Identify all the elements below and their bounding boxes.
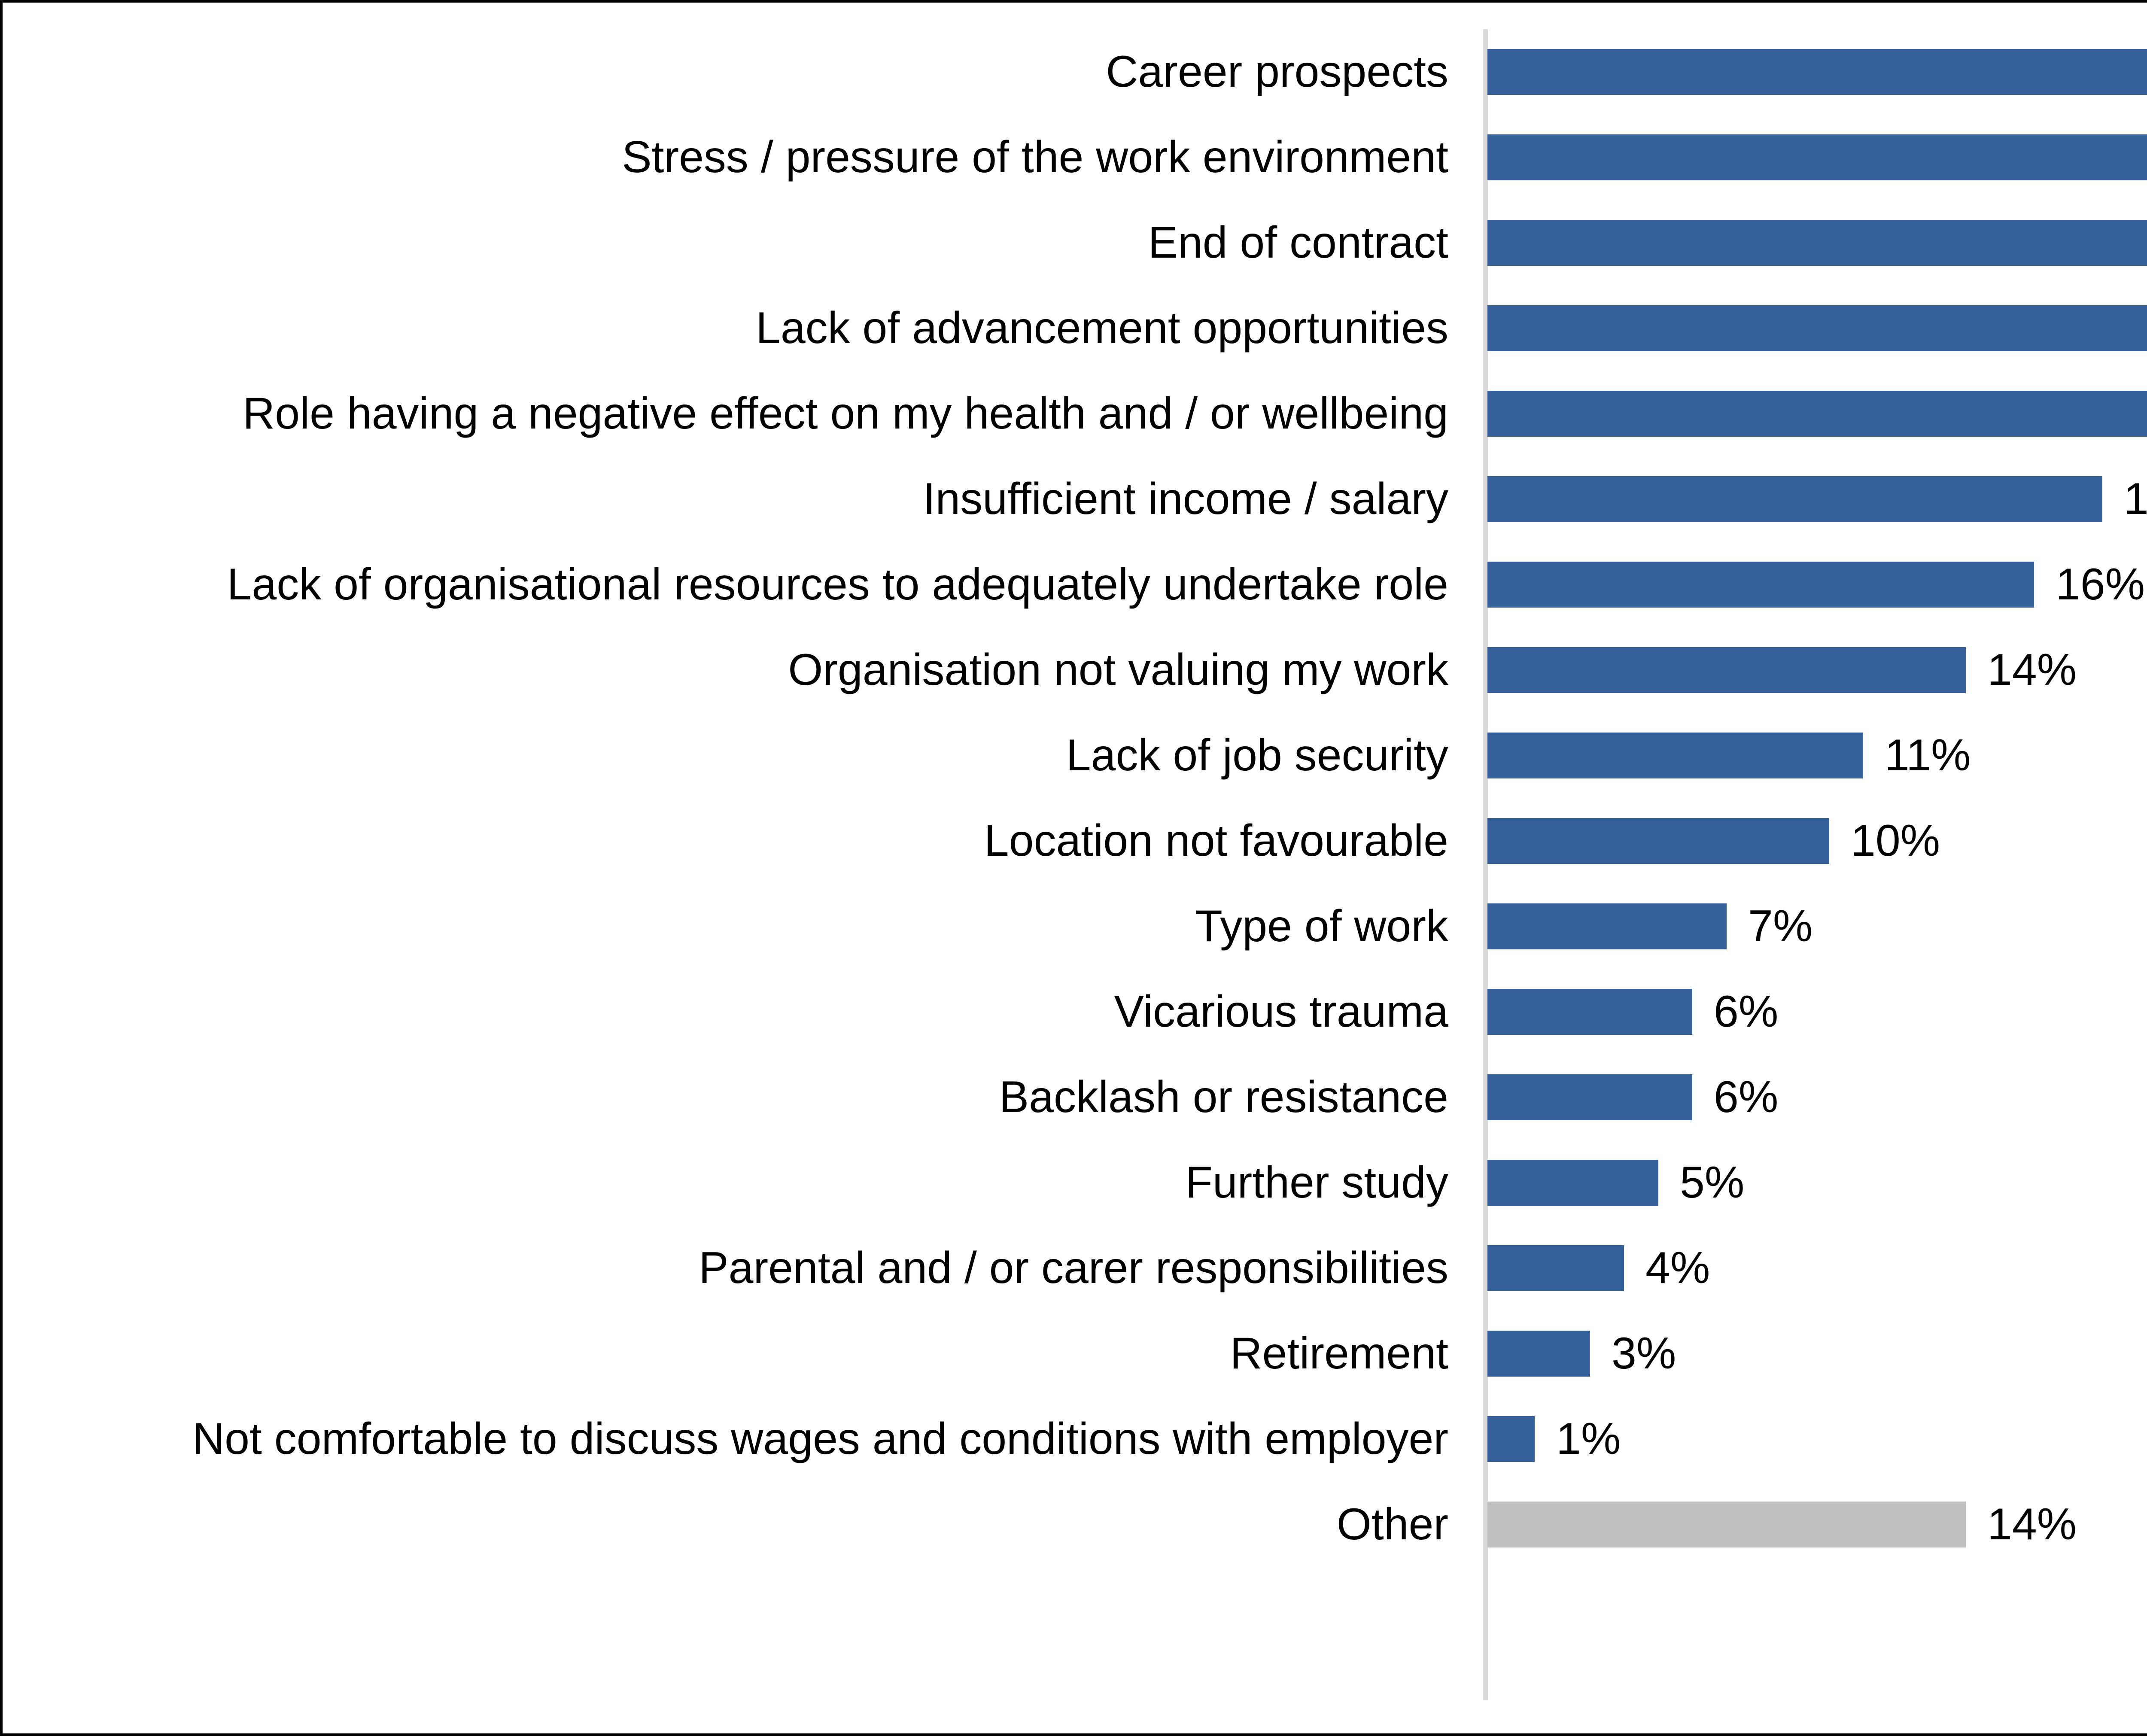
bar[interactable]: [1487, 647, 1966, 693]
bar-row: Stress / pressure of the work environmen…: [3, 115, 2147, 200]
bar-row: Role having a negative effect on my heal…: [3, 371, 2147, 456]
bar[interactable]: [1487, 989, 1692, 1035]
category-label: Retirement: [1230, 1329, 1448, 1378]
bar[interactable]: [1487, 305, 2147, 351]
category-label: Vicarious trauma: [1114, 987, 1448, 1037]
category-label: Other: [1336, 1499, 1448, 1549]
category-label: Backlash or resistance: [999, 1072, 1448, 1122]
bar-row: Further study 5%: [3, 1140, 2147, 1225]
value-label: 6%: [1714, 1072, 1779, 1122]
bar[interactable]: [1487, 1074, 1692, 1120]
value-label: 3%: [1612, 1329, 1676, 1378]
bar[interactable]: [1487, 1160, 1658, 1206]
value-label: 5%: [1680, 1158, 1745, 1207]
bar[interactable]: [1487, 1416, 1535, 1462]
category-label: Organisation not valuing my work: [788, 645, 1448, 695]
category-label: Insufficient income / salary: [923, 474, 1448, 524]
value-label: 11%: [1885, 730, 1971, 780]
category-label: Lack of organisational resources to adeq…: [227, 559, 1448, 609]
bar[interactable]: [1487, 1331, 1590, 1377]
category-label: Career prospects: [1106, 47, 1448, 97]
bar[interactable]: [1487, 1502, 1966, 1548]
bar-row: Type of work 7%: [3, 884, 2147, 969]
bar-row: Insufficient income / salary 18%: [3, 456, 2147, 542]
value-label: 1%: [1556, 1414, 1621, 1464]
bar-row: Vicarious trauma 6%: [3, 969, 2147, 1055]
bar-row: Location not favourable 10%: [3, 798, 2147, 884]
bar-row: End of contract 26%: [3, 200, 2147, 286]
value-label: 10%: [1851, 816, 1940, 866]
category-label: Not comfortable to discuss wages and con…: [192, 1414, 1448, 1464]
value-label: 7%: [1748, 901, 1813, 951]
category-label: Type of work: [1195, 901, 1448, 951]
plot-area: Career prospects 29% Stress / pressure o…: [3, 3, 2147, 1733]
value-label: 4%: [1645, 1243, 1710, 1293]
bar[interactable]: [1487, 391, 2147, 437]
bar[interactable]: [1487, 134, 2147, 180]
category-label: Role having a negative effect on my heal…: [243, 389, 1448, 438]
bar-row: Other 14%: [3, 1482, 2147, 1567]
bar[interactable]: [1487, 220, 2147, 266]
bar[interactable]: [1487, 903, 1727, 949]
value-label: 6%: [1714, 987, 1779, 1037]
bar[interactable]: [1487, 818, 1829, 864]
bar-row: Retirement 3%: [3, 1311, 2147, 1396]
bar-row: Career prospects 29%: [3, 29, 2147, 115]
value-label: 16%: [2056, 559, 2145, 609]
bar[interactable]: [1487, 1245, 1624, 1291]
category-label: Lack of job security: [1066, 730, 1448, 780]
category-label: Lack of advancement opportunities: [755, 303, 1448, 353]
bar-row: Lack of organisational resources to adeq…: [3, 542, 2147, 627]
category-label: Stress / pressure of the work environmen…: [622, 132, 1448, 182]
bar[interactable]: [1487, 476, 2102, 522]
category-axis-line: [1483, 29, 1488, 1700]
category-label: Further study: [1185, 1158, 1448, 1207]
category-label: Location not favourable: [984, 816, 1448, 866]
category-label: End of contract: [1148, 218, 1448, 268]
bar-row: Lack of advancement opportunities 24%: [3, 286, 2147, 371]
value-label: 14%: [1987, 1499, 2077, 1549]
bar[interactable]: [1487, 733, 1863, 778]
bar-row: Lack of job security 11%: [3, 713, 2147, 798]
bar-row: Backlash or resistance 6%: [3, 1055, 2147, 1140]
bar-row: Organisation not valuing my work 14%: [3, 627, 2147, 713]
bar-row: Not comfortable to discuss wages and con…: [3, 1396, 2147, 1482]
category-label: Parental and / or carer responsibilities: [699, 1243, 1448, 1293]
bar[interactable]: [1487, 49, 2147, 95]
bar-row: Parental and / or carer responsibilities…: [3, 1225, 2147, 1311]
value-label: 18%: [2124, 474, 2147, 524]
bar[interactable]: [1487, 562, 2034, 608]
value-label: 14%: [1987, 645, 2077, 695]
